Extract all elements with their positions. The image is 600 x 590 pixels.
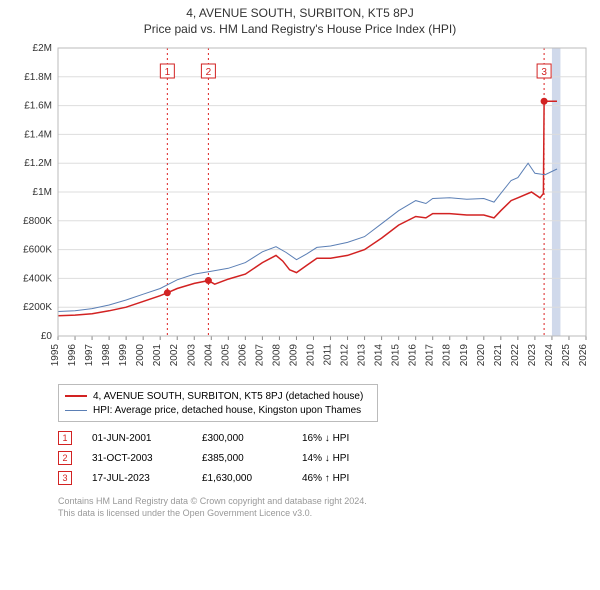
svg-text:2017: 2017: [425, 344, 436, 367]
chart-area: £0 £200K £400K £600K £800K £1M £1.2M £1.4M £1.6M…: [0, 40, 600, 380]
legend-label: HPI: Average price, detached house, King…: [93, 405, 361, 416]
legend-box: 4, AVENUE SOUTH, SURBITON, KT5 8PJ (deta…: [58, 384, 378, 422]
svg-text:2008: 2008: [271, 344, 282, 367]
footer-line-2: This data is licensed under the Open Gov…: [58, 508, 588, 520]
transaction-row: 2 31-OCT-2003 £385,000 14% ↓ HPI: [58, 448, 588, 468]
transaction-price: £385,000: [202, 453, 282, 464]
svg-text:2020: 2020: [476, 344, 487, 367]
svg-text:£1.4M: £1.4M: [24, 129, 52, 140]
svg-text:£1.8M: £1.8M: [24, 72, 52, 83]
legend-label: 4, AVENUE SOUTH, SURBITON, KT5 8PJ (deta…: [93, 391, 363, 402]
svg-text:£1.6M: £1.6M: [24, 101, 52, 112]
legend-swatch: [65, 410, 87, 411]
legend-row: HPI: Average price, detached house, King…: [65, 403, 371, 417]
figure-container: 4, AVENUE SOUTH, SURBITON, KT5 8PJ Price…: [0, 0, 600, 590]
svg-text:2013: 2013: [357, 344, 368, 367]
svg-text:1999: 1999: [118, 344, 129, 367]
svg-text:2026: 2026: [578, 344, 589, 367]
svg-text:£600K: £600K: [23, 245, 52, 256]
transaction-price: £1,630,000: [202, 473, 282, 484]
legend-row: 4, AVENUE SOUTH, SURBITON, KT5 8PJ (deta…: [65, 389, 371, 403]
svg-text:£1.2M: £1.2M: [24, 158, 52, 169]
svg-text:2019: 2019: [459, 344, 470, 367]
svg-text:2025: 2025: [561, 344, 572, 367]
svg-text:2006: 2006: [237, 344, 248, 367]
svg-text:2018: 2018: [442, 344, 453, 367]
footer-line-1: Contains HM Land Registry data © Crown c…: [58, 496, 588, 508]
transaction-marker-number: 2: [58, 451, 72, 465]
svg-text:2005: 2005: [220, 344, 231, 367]
svg-text:2024: 2024: [544, 344, 555, 367]
transaction-price: £300,000: [202, 433, 282, 444]
svg-text:2009: 2009: [288, 344, 299, 367]
svg-text:2002: 2002: [169, 344, 180, 367]
svg-text:£1M: £1M: [33, 187, 52, 198]
svg-text:1998: 1998: [101, 344, 112, 367]
transaction-date: 31-OCT-2003: [92, 453, 182, 464]
svg-text:2023: 2023: [527, 344, 538, 367]
svg-text:2007: 2007: [254, 344, 265, 367]
svg-text:2004: 2004: [203, 344, 214, 367]
svg-text:1997: 1997: [84, 344, 95, 367]
svg-text:2: 2: [206, 67, 212, 78]
svg-text:1996: 1996: [67, 344, 78, 367]
svg-text:2012: 2012: [340, 344, 351, 367]
svg-text:2011: 2011: [323, 344, 334, 366]
svg-text:2001: 2001: [152, 344, 163, 367]
svg-text:1995: 1995: [50, 344, 61, 367]
svg-text:£2M: £2M: [33, 43, 52, 54]
transaction-row: 3 17-JUL-2023 £1,630,000 46% ↑ HPI: [58, 468, 588, 488]
svg-text:1: 1: [165, 67, 171, 78]
transactions-table: 1 01-JUN-2001 £300,000 16% ↓ HPI 2 31-OCT-200…: [58, 428, 588, 488]
svg-text:£200K: £200K: [23, 302, 52, 313]
svg-text:2010: 2010: [305, 344, 316, 367]
svg-text:3: 3: [541, 67, 547, 78]
svg-text:2015: 2015: [391, 344, 402, 367]
transaction-hpi-delta: 46% ↑ HPI: [302, 473, 382, 484]
footer-attribution: Contains HM Land Registry data © Crown c…: [58, 496, 588, 519]
svg-text:2014: 2014: [374, 344, 385, 367]
svg-text:2022: 2022: [510, 344, 521, 367]
svg-text:£800K: £800K: [23, 216, 52, 227]
legend-swatch: [65, 395, 87, 397]
transaction-date: 17-JUL-2023: [92, 473, 182, 484]
svg-text:2021: 2021: [493, 344, 504, 367]
svg-text:£0: £0: [41, 331, 53, 342]
transaction-row: 1 01-JUN-2001 £300,000 16% ↓ HPI: [58, 428, 588, 448]
svg-text:2003: 2003: [186, 344, 197, 367]
svg-text:2016: 2016: [408, 344, 419, 367]
transaction-marker-number: 3: [58, 471, 72, 485]
transaction-hpi-delta: 14% ↓ HPI: [302, 453, 382, 464]
transaction-hpi-delta: 16% ↓ HPI: [302, 433, 382, 444]
transaction-marker-number: 1: [58, 431, 72, 445]
figure-subtitle: Price paid vs. HM Land Registry's House …: [0, 20, 600, 40]
chart-svg: £0 £200K £400K £600K £800K £1M £1.2M £1.4M £1.6M…: [0, 40, 600, 380]
svg-text:£400K: £400K: [23, 273, 52, 284]
transaction-date: 01-JUN-2001: [92, 433, 182, 444]
figure-title: 4, AVENUE SOUTH, SURBITON, KT5 8PJ: [0, 0, 600, 20]
svg-text:2000: 2000: [135, 344, 146, 367]
